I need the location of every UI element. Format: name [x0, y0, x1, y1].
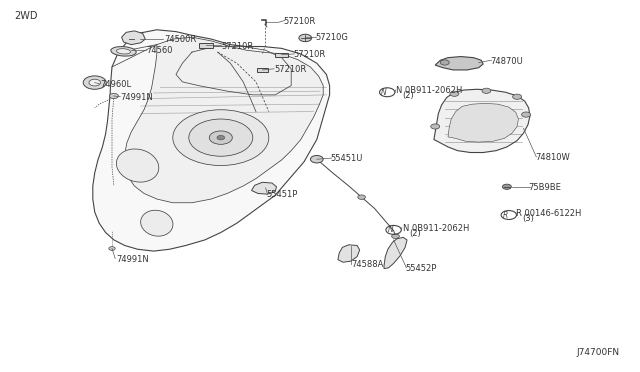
Circle shape [358, 195, 365, 199]
Text: J74700FN: J74700FN [577, 348, 620, 357]
Text: 74810W: 74810W [535, 153, 570, 162]
Text: 55452P: 55452P [405, 264, 436, 273]
Circle shape [482, 88, 491, 93]
Text: 74991N: 74991N [116, 255, 148, 264]
Ellipse shape [116, 49, 131, 54]
Polygon shape [122, 31, 145, 45]
Ellipse shape [116, 149, 159, 182]
Text: N 0B911-2062H: N 0B911-2062H [396, 86, 463, 95]
Circle shape [440, 60, 449, 65]
Circle shape [392, 234, 399, 238]
Text: 57210G: 57210G [316, 33, 348, 42]
Circle shape [189, 119, 253, 156]
Text: (3): (3) [522, 214, 534, 223]
Circle shape [513, 94, 522, 99]
Circle shape [299, 34, 312, 42]
Circle shape [217, 135, 225, 140]
Text: N: N [388, 225, 393, 234]
Polygon shape [435, 57, 483, 70]
Polygon shape [125, 37, 323, 203]
Circle shape [109, 247, 115, 250]
Circle shape [450, 91, 459, 96]
Polygon shape [448, 103, 518, 142]
Text: R 00146-6122H: R 00146-6122H [516, 209, 581, 218]
Circle shape [173, 110, 269, 166]
Polygon shape [434, 89, 530, 153]
FancyBboxPatch shape [275, 53, 288, 57]
FancyBboxPatch shape [257, 68, 268, 71]
Text: 74960L: 74960L [100, 80, 131, 89]
Text: 57210R: 57210R [293, 50, 325, 59]
Circle shape [89, 79, 100, 86]
Circle shape [209, 131, 232, 144]
Text: R: R [503, 211, 508, 219]
Polygon shape [93, 30, 330, 251]
Text: 55451P: 55451P [266, 190, 298, 199]
FancyBboxPatch shape [199, 43, 213, 48]
Text: 74588A: 74588A [351, 260, 384, 269]
Polygon shape [338, 245, 360, 262]
Polygon shape [252, 182, 276, 194]
Circle shape [83, 76, 106, 89]
Text: 55451U: 55451U [330, 154, 363, 163]
Text: N: N [381, 88, 387, 97]
Polygon shape [384, 237, 407, 269]
Text: 57210R: 57210R [221, 42, 253, 51]
Circle shape [522, 112, 531, 117]
Text: 57210R: 57210R [284, 17, 316, 26]
Text: (2): (2) [409, 229, 420, 238]
Text: 74560: 74560 [147, 46, 173, 55]
Text: (2): (2) [403, 92, 414, 100]
Text: 74991N: 74991N [120, 93, 153, 102]
Ellipse shape [141, 210, 173, 236]
Text: 2WD: 2WD [14, 11, 38, 20]
Text: 74870U: 74870U [490, 57, 523, 65]
Text: 75B9BE: 75B9BE [529, 183, 561, 192]
Text: N 0B911-2062H: N 0B911-2062H [403, 224, 469, 233]
Ellipse shape [111, 46, 136, 56]
Circle shape [431, 124, 440, 129]
Circle shape [502, 184, 511, 189]
Circle shape [310, 155, 323, 163]
Text: 74500R: 74500R [164, 35, 196, 44]
Circle shape [109, 93, 118, 99]
Text: 57210R: 57210R [274, 65, 306, 74]
